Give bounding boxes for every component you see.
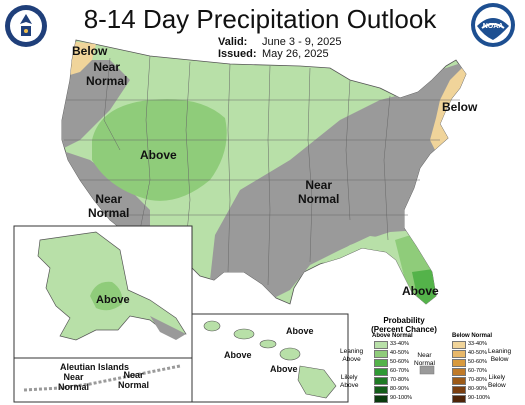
east-near-normal-label: Near Normal: [298, 178, 340, 206]
state-lines: [64, 55, 460, 286]
legend-below-swatch: [452, 385, 466, 394]
alaska-panhandle-near-region: [150, 316, 186, 340]
legend-above-row: 90-100%: [374, 394, 413, 403]
legend-above-range: 80-90%: [390, 386, 409, 392]
legend-below-row: 80-90%: [452, 385, 487, 394]
legend-below-row: 33-40%: [452, 340, 487, 349]
aleutian-inset-frame: [13, 357, 193, 403]
legend-below-row: 70-80%: [452, 376, 487, 385]
legend-below-swatch: [452, 376, 466, 385]
hi-above-label-2: Above: [224, 350, 252, 360]
legend-above-row: 60-70%: [374, 367, 409, 376]
legend-above-swatch: [374, 367, 388, 376]
map-title: 8-14 Day Precipitation Outlook: [83, 4, 437, 34]
legend-below-row: 40-50%: [452, 349, 487, 358]
legend-below-range: 90-100%: [468, 395, 491, 401]
hawaii-islands: [203, 320, 337, 399]
legend-above-swatch: [374, 340, 388, 349]
legend-above-header: Above Normal: [372, 333, 413, 339]
legend-below-range: 33-40%: [468, 341, 487, 347]
valid-value: June 3 - 9, 2025: [262, 36, 342, 48]
legend-above-swatch: [374, 376, 388, 385]
nw-near-normal-region: [62, 60, 130, 150]
ne-below-label: Below: [442, 100, 478, 114]
fl-above-label: Above: [402, 284, 439, 298]
legend-above-range: 70-80%: [390, 377, 409, 383]
legend-below-row: 60-70%: [452, 367, 487, 376]
issued-value: May 26, 2025: [262, 48, 329, 60]
legend-near-normal-label: Near Normal: [414, 352, 435, 367]
ak-above-label: Above: [96, 294, 130, 306]
valid-label: Valid:: [218, 36, 248, 48]
legend-below-swatch: [452, 349, 466, 358]
legend-above-range: 33-40%: [390, 341, 409, 347]
legend-below-range: 50-60%: [468, 359, 487, 365]
legend-near-normal-swatch: [419, 365, 435, 375]
legend-above-range: 50-60%: [390, 359, 409, 365]
hi-above-label-3: Above: [270, 364, 298, 374]
rockies-above-label: Above: [140, 148, 177, 162]
legend-above-swatch: [374, 358, 388, 367]
legend-likely-below: Likely Below: [488, 374, 506, 389]
legend-below-row: 50-60%: [452, 358, 487, 367]
legend-below-swatch: [452, 340, 466, 349]
legend-above-row: 70-80%: [374, 376, 409, 385]
legend-leaning-above: Leaning Above: [340, 348, 364, 363]
valid-line: Valid: June 3 - 9, 2025: [218, 36, 342, 48]
legend-leaning-below: Leaning Below: [488, 348, 512, 363]
legend-below-range: 60-70%: [468, 368, 487, 374]
legend-above-range: 40-50%: [390, 350, 409, 356]
legend-below-range: 40-50%: [468, 350, 487, 356]
sw-near-normal-label: Near Normal: [88, 192, 130, 220]
legend-below-row: 90-100%: [452, 394, 491, 403]
legend-above-swatch: [374, 349, 388, 358]
legend-below-swatch: [452, 358, 466, 367]
legend-below-header: Below Normal: [452, 333, 493, 339]
legend-above-row: 80-90%: [374, 385, 409, 394]
legend-below-range: 80-90%: [468, 386, 487, 392]
hi-above-label-1: Above: [286, 326, 314, 336]
legend-likely-above: Likely Above: [340, 374, 359, 389]
noaa-logo-text: NOAA: [483, 23, 504, 30]
legend-above-range: 90-100%: [390, 395, 413, 401]
issued-label: Issued:: [218, 48, 257, 60]
legend-above-row: 33-40%: [374, 340, 409, 349]
alaska-above-region: [90, 281, 123, 311]
nw-near-normal-label: Near Normal: [86, 60, 128, 88]
legend-below-swatch: [452, 367, 466, 376]
rockies-above-region: [92, 99, 227, 201]
aleutian-near-label-1: Near Normal: [58, 372, 90, 392]
legend-above-swatch: [374, 385, 388, 394]
issued-line: Issued: May 26, 2025: [218, 48, 329, 60]
commerce-seal-logo: [5, 5, 47, 47]
nw-below-label: Below: [72, 44, 108, 58]
aleutian-title: Aleutian Islands: [60, 362, 130, 372]
legend-above-range: 60-70%: [390, 368, 409, 374]
noaa-logo: NOAA: [471, 3, 515, 47]
legend-below-swatch: [452, 394, 466, 403]
legend-above-row: 50-60%: [374, 358, 409, 367]
aleutian-islands-shape: [23, 364, 181, 392]
legend-title: Probability (Percent Chance): [371, 316, 437, 334]
legend-below-range: 70-80%: [468, 377, 487, 383]
legend-above-row: 40-50%: [374, 349, 409, 358]
legend-above-swatch: [374, 394, 388, 403]
aleutian-near-label-2: Near Normal: [118, 370, 150, 390]
